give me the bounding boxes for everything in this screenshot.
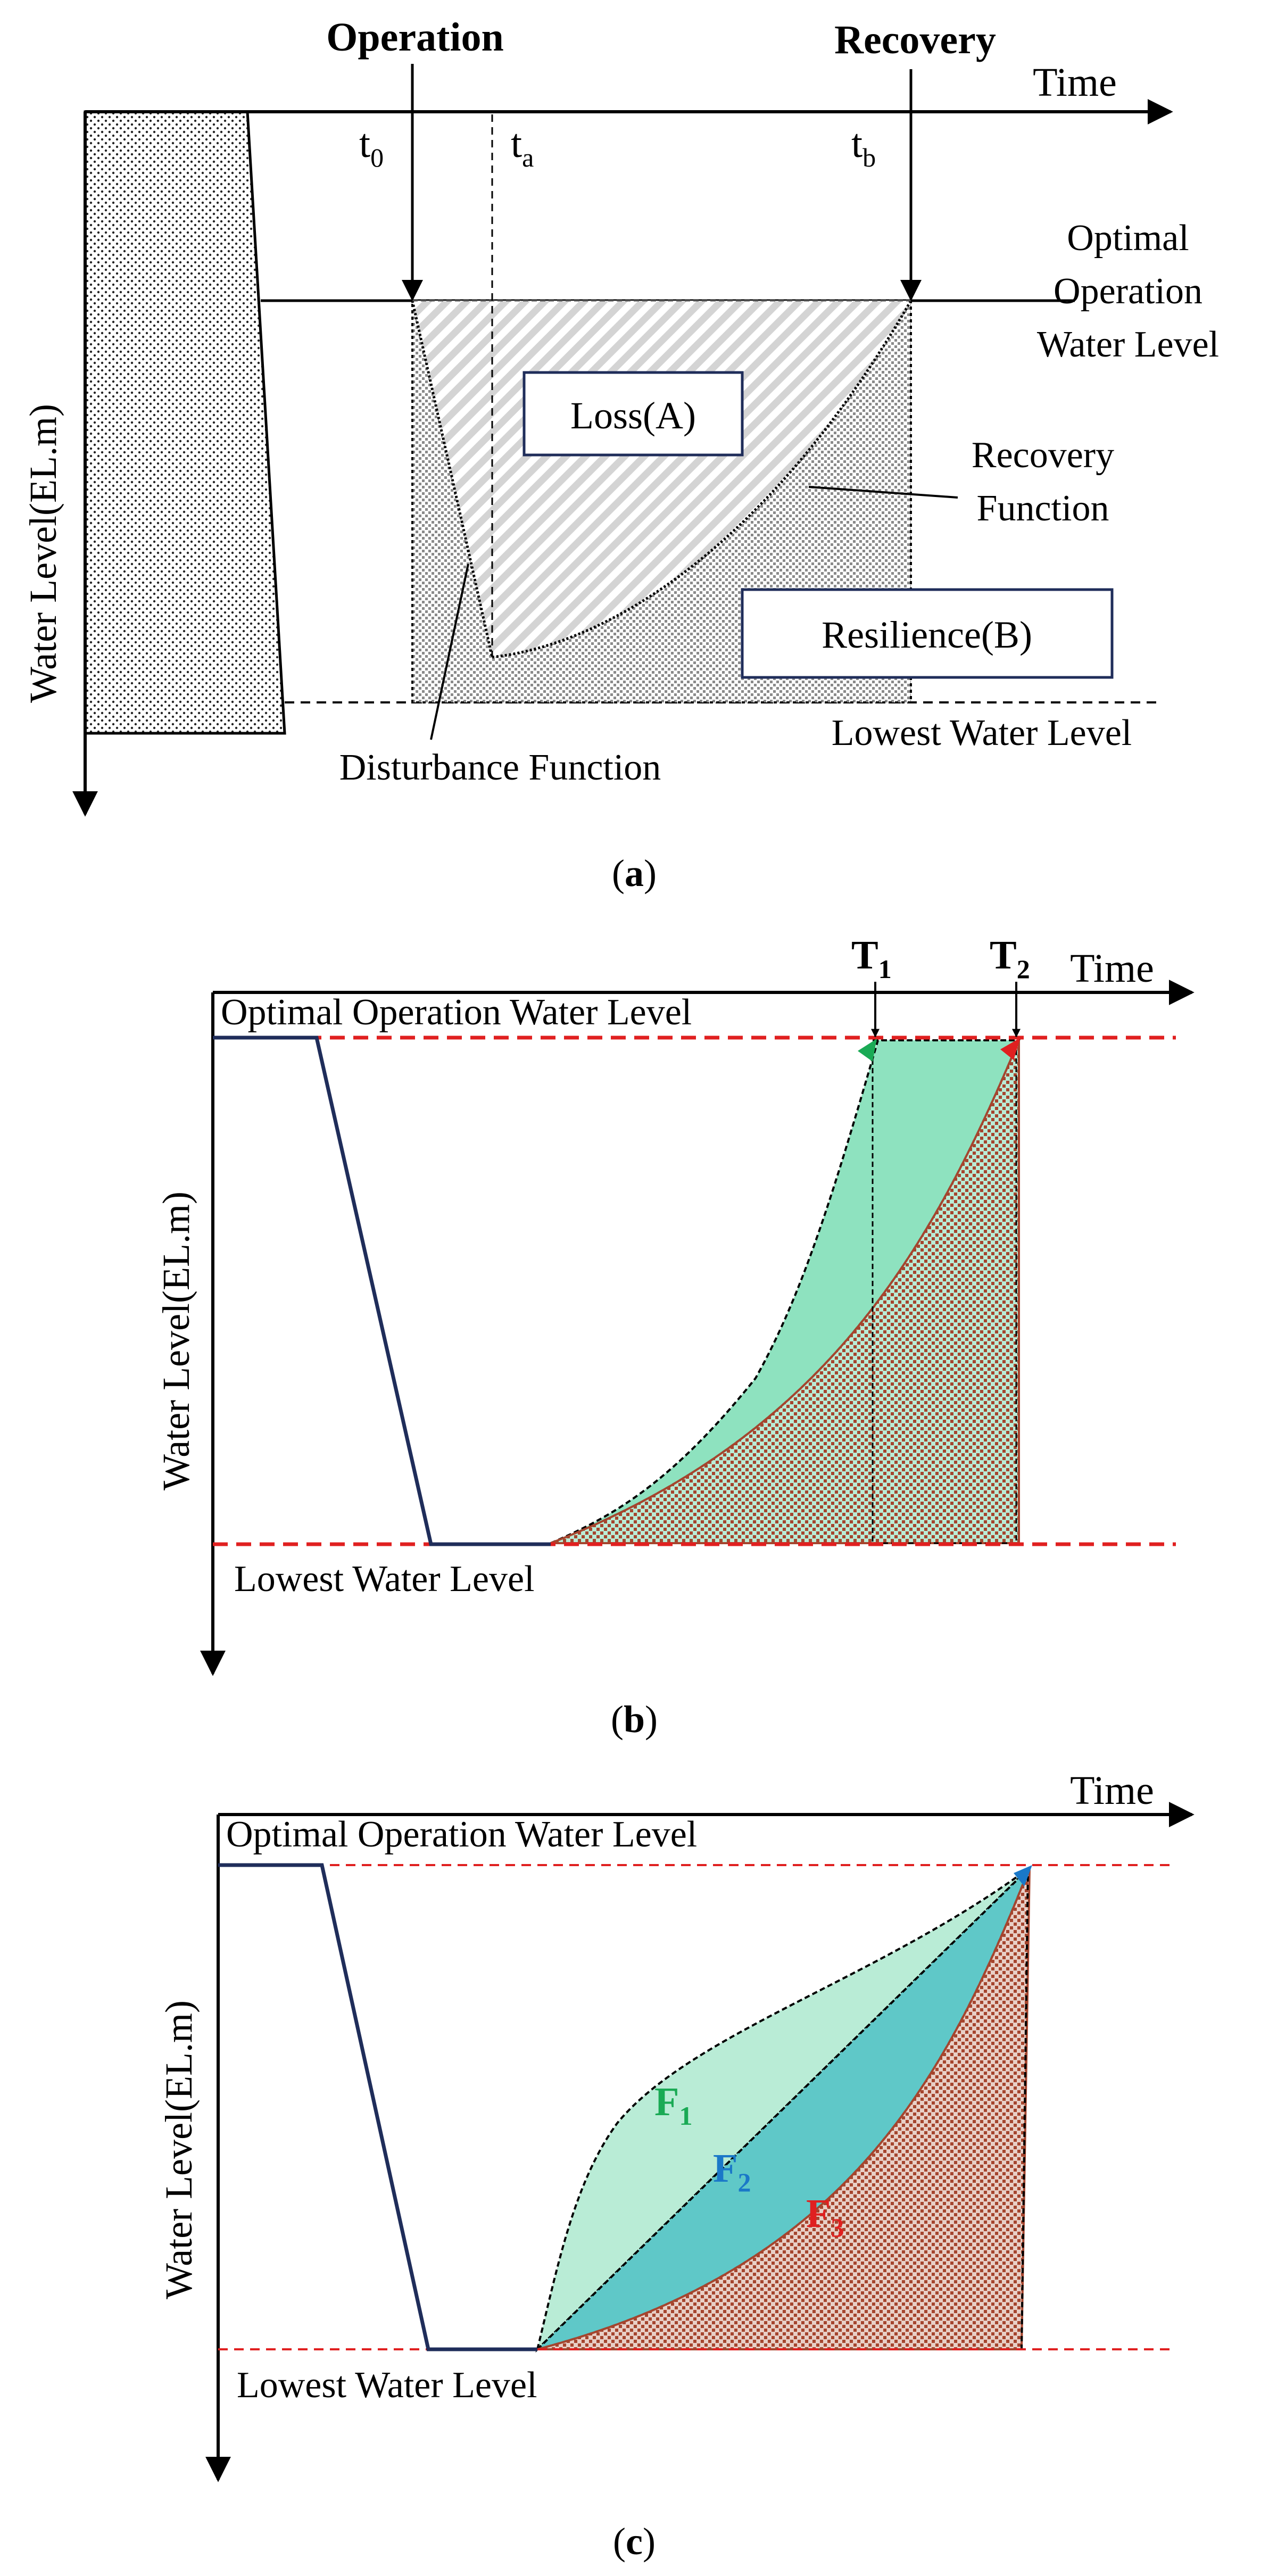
a-operation-label: Operation	[326, 15, 504, 60]
a-recovery-curve	[492, 300, 913, 659]
b-time-label: Time	[1070, 946, 1154, 991]
b-ylabel: Water Level(EL.m)	[155, 1191, 197, 1490]
b-brown-region	[550, 1040, 1020, 1544]
a-caption: (a)	[612, 852, 657, 894]
panel-c: Time Optimal Operation Water Level F1 F2…	[157, 1768, 1195, 2563]
c-f3-region	[537, 1867, 1031, 2350]
b-caption: (b)	[611, 1698, 658, 1741]
c-right-edge	[1021, 1867, 1029, 2350]
a-loss-label: Loss(A)	[570, 394, 696, 437]
c-F3-label: F3	[806, 2191, 844, 2242]
a-ylabel: Water Level(EL.m)	[22, 404, 64, 703]
a-recovery-label: Recovery	[834, 18, 996, 62]
panel-a: Operation Recovery Time t0 ta tb Optimal…	[22, 15, 1219, 894]
c-F1-label: F1	[654, 2080, 692, 2131]
a-lowest-label: Lowest Water Level	[832, 713, 1132, 753]
b-optimal-label: Optimal Operation Water Level	[221, 992, 692, 1033]
b-lowest-label: Lowest Water Level	[234, 1559, 535, 1600]
a-disturbance-pointer	[430, 564, 469, 740]
a-optimal-label-1: Optimal	[1067, 218, 1189, 259]
c-arrowhead	[1014, 1865, 1032, 1886]
a-optimal-label-3: Water Level	[1037, 324, 1219, 365]
a-t0-label: t0	[359, 121, 384, 172]
a-loss-box	[522, 371, 744, 457]
a-recovery-fn-pointer	[808, 486, 958, 499]
c-time-label: Time	[1070, 1768, 1154, 1813]
a-optimal-label-2: Operation	[1054, 271, 1202, 312]
c-optimal-label: Optimal Operation Water Level	[226, 1814, 697, 1855]
b-green-arrowhead	[858, 1039, 877, 1062]
panel-b: Time T1 T2 Optimal Operation Water Level…	[155, 933, 1195, 1741]
a-resilience-label: Resilience(B)	[822, 614, 1032, 656]
a-disturbance-label: Disturbance Function	[339, 747, 661, 788]
c-F2-label: F2	[713, 2146, 751, 2197]
b-T2-label: T2	[990, 933, 1030, 984]
a-disturbance-curve	[411, 300, 494, 658]
c-ylabel: Water Level(EL.m)	[157, 2000, 200, 2299]
dam-body	[84, 110, 286, 735]
b-disturbance-line	[213, 1036, 551, 1546]
a-tb-label: tb	[851, 121, 876, 172]
b-T1-label: T1	[851, 933, 892, 984]
b-red-arrowhead	[1000, 1038, 1021, 1060]
a-time-label: Time	[1033, 60, 1117, 105]
c-disturbance-line	[218, 1863, 537, 2351]
a-resilience-box	[741, 588, 1114, 679]
a-ta-label: ta	[511, 121, 534, 172]
a-recovery-fn-label-1: Recovery	[972, 435, 1114, 476]
c-caption: (c)	[613, 2520, 656, 2563]
c-lowest-label: Lowest Water Level	[237, 2365, 537, 2406]
a-recovery-fn-label-2: Function	[977, 488, 1109, 529]
